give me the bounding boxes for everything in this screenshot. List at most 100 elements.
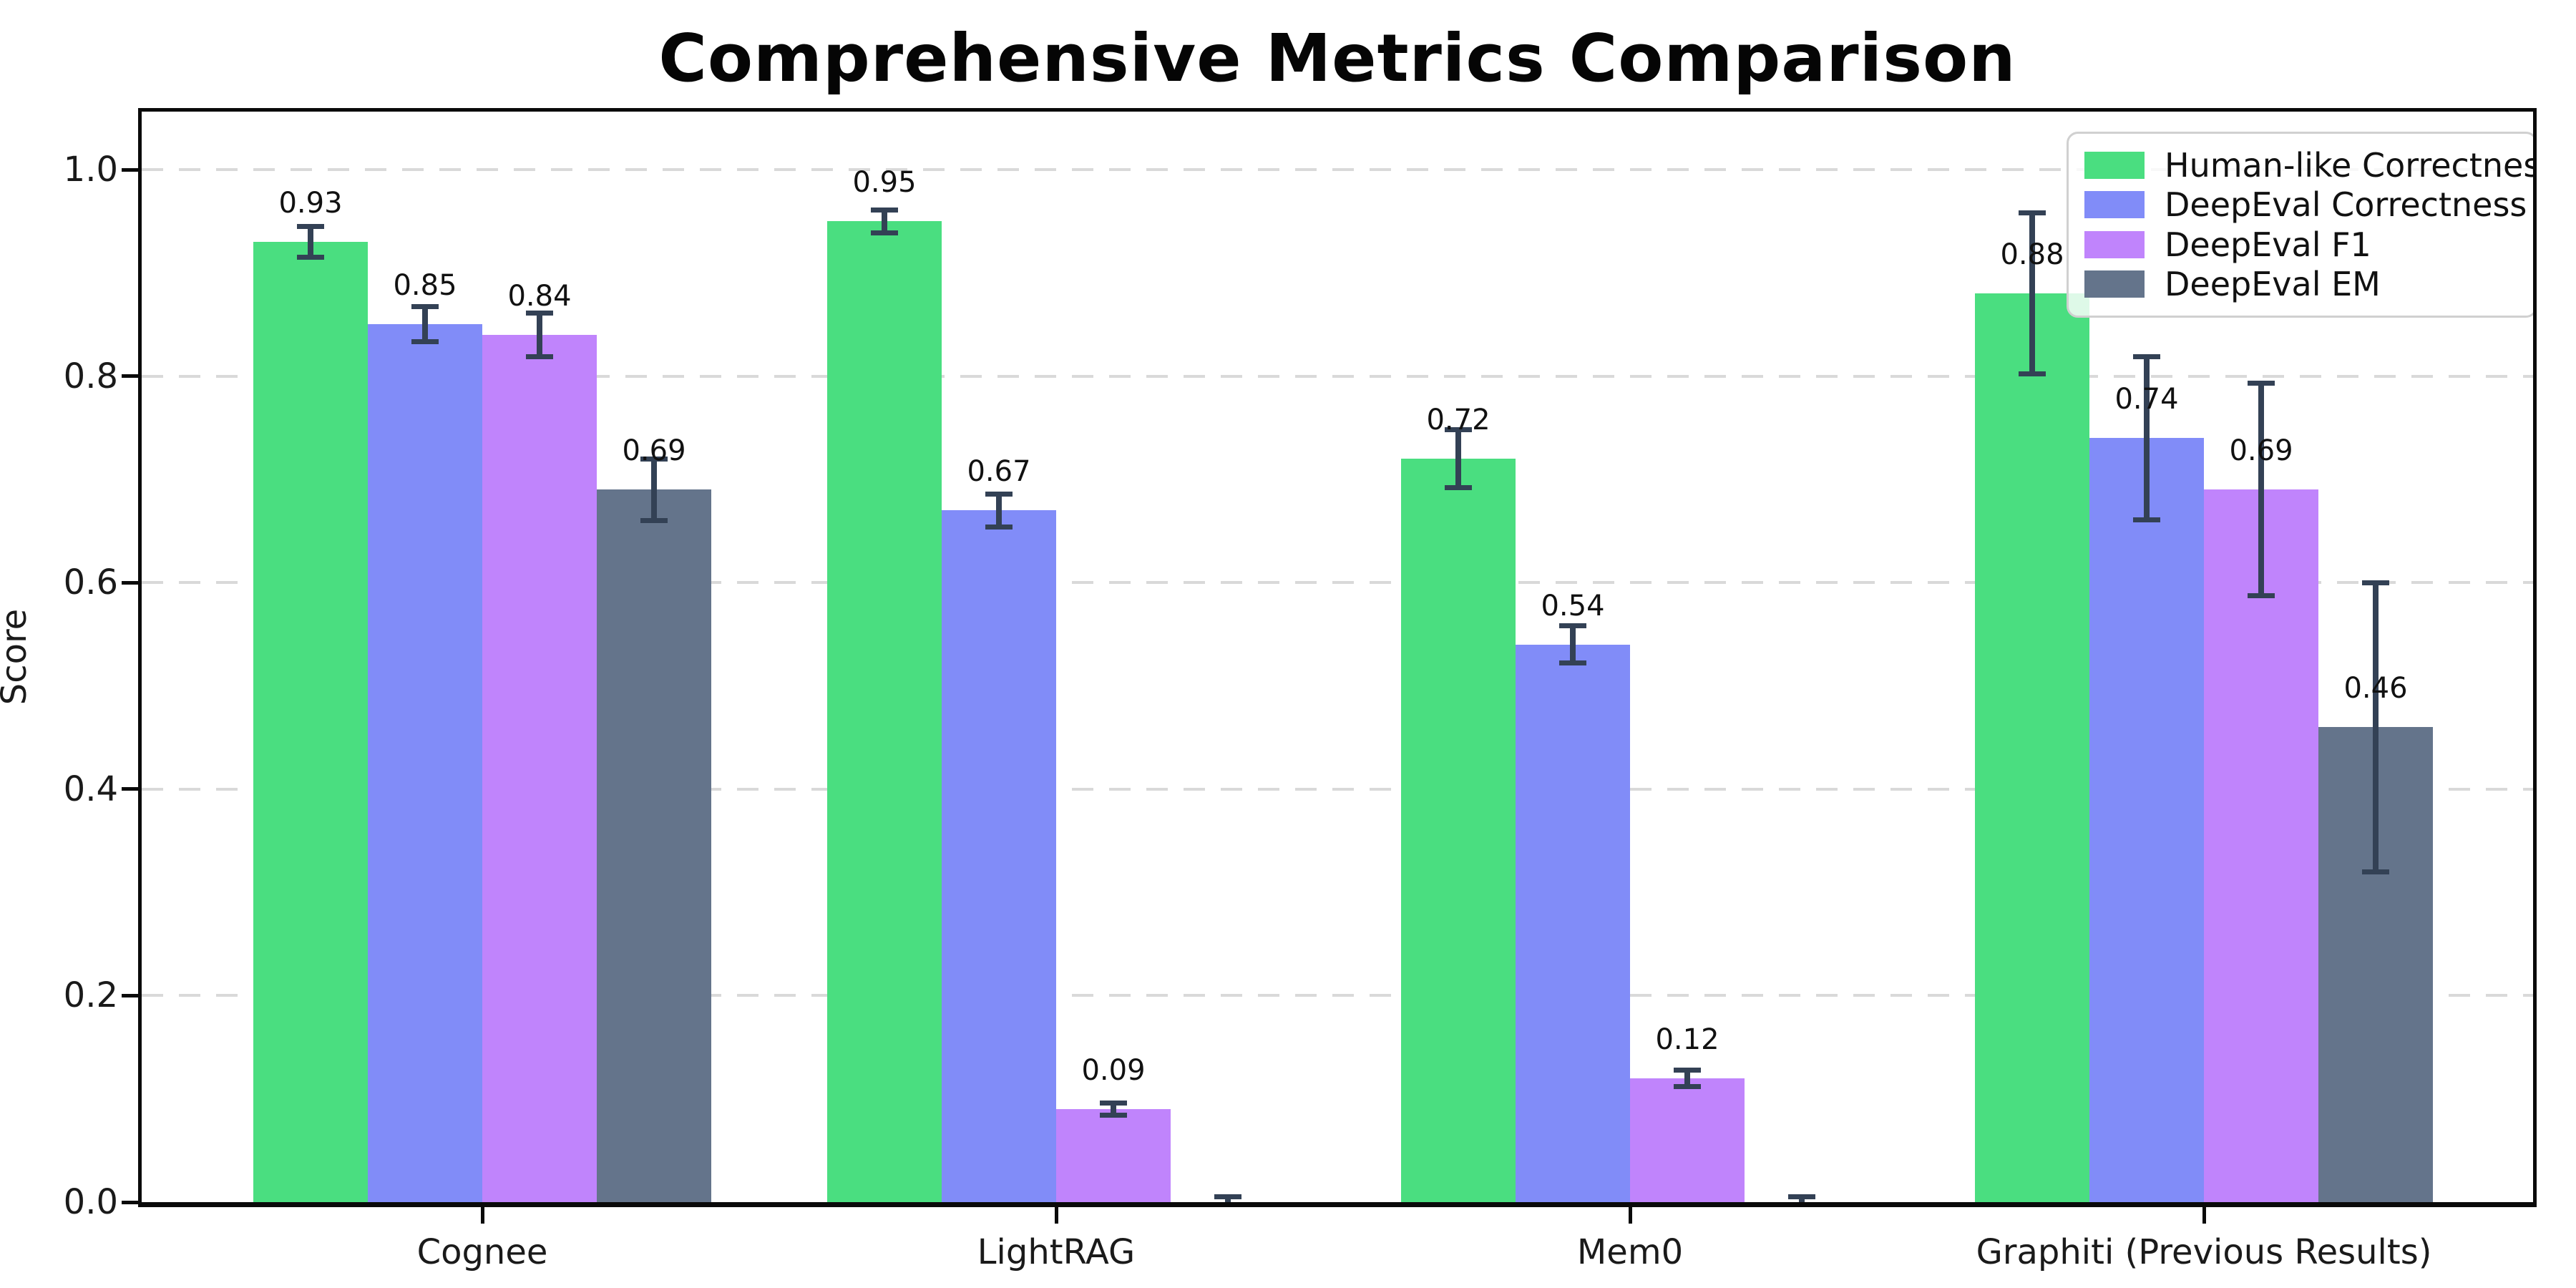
- error-bar-cap: [1445, 484, 1472, 490]
- error-bar-cap: [2248, 593, 2275, 599]
- legend: Human-like Correctness DeepEval Correctn…: [2067, 132, 2533, 318]
- bar: [597, 489, 711, 1202]
- bar-value-label: 0.67: [967, 455, 1031, 489]
- error-bar-cap: [411, 339, 439, 345]
- bar: [1401, 459, 1516, 1202]
- error-bar-cap: [1214, 1194, 1241, 1200]
- error-bar-cap: [1100, 1100, 1127, 1106]
- error-bar: [651, 459, 657, 521]
- bar: [942, 510, 1056, 1202]
- error-bar-cap: [526, 311, 553, 316]
- y-axis-label: Score: [0, 608, 34, 706]
- error-bar-cap: [985, 491, 1013, 497]
- error-bar-cap: [2133, 353, 2160, 359]
- error-bar-cap: [2362, 869, 2389, 874]
- bar: [368, 324, 482, 1202]
- legend-label: DeepEval F1: [2165, 225, 2371, 264]
- legend-label: DeepEval EM: [2165, 265, 2381, 304]
- y-tick-label: 0.0: [63, 1182, 118, 1222]
- bar-value-label: 0.85: [393, 269, 457, 303]
- error-bar-cap: [985, 524, 1013, 530]
- legend-label: DeepEval Correctness: [2165, 185, 2527, 225]
- error-bar: [1455, 429, 1461, 488]
- y-tick-label: 1.0: [63, 150, 118, 190]
- bar: [1056, 1109, 1171, 1202]
- x-tick-mark: [1054, 1204, 1058, 1224]
- y-tick-mark: [122, 374, 142, 379]
- error-bar: [2373, 582, 2379, 872]
- gridline: [142, 168, 2533, 171]
- chart-title: Comprehensive Metrics Comparison: [658, 20, 2016, 97]
- error-bar-cap: [640, 456, 668, 462]
- x-tick-mark: [480, 1204, 484, 1224]
- error-bar-cap: [1559, 623, 1586, 629]
- plot-area: 0.93 0.95 0.72 0.88 0.85 0.67 0.54 0.74 0.84 0.09…: [138, 108, 2537, 1207]
- error-bar: [1570, 625, 1576, 663]
- bar-value-label: 0.09: [1081, 1054, 1146, 1088]
- bar-value-label: 0.69: [2229, 434, 2293, 468]
- error-bar: [308, 226, 313, 258]
- bar: [1975, 293, 2089, 1202]
- error-bar-cap: [1674, 1083, 1701, 1089]
- error-bar: [1799, 1196, 1805, 1202]
- bar: [2089, 438, 2204, 1202]
- error-bar-cap: [526, 353, 553, 359]
- gridline: [142, 787, 2533, 791]
- legend-item: DeepEval Correctness: [2084, 185, 2527, 224]
- bar-value-label: 0.84: [507, 279, 572, 313]
- error-bar-cap: [2019, 371, 2046, 377]
- legend-item: Human-like Correctness: [2084, 146, 2533, 185]
- bar: [1516, 644, 1630, 1202]
- gridline: [142, 581, 2533, 585]
- legend-label: Human-like Correctness: [2165, 145, 2537, 185]
- x-tick-mark: [2202, 1204, 2206, 1224]
- error-bar-cap: [2248, 381, 2275, 386]
- error-bar: [1684, 1070, 1690, 1087]
- bar-value-label: 0.69: [622, 434, 686, 468]
- error-bar: [882, 210, 887, 233]
- y-tick-label: 0.4: [63, 769, 118, 809]
- legend-swatch-icon: [2084, 191, 2145, 219]
- error-bar-cap: [871, 230, 898, 235]
- error-bar-cap: [297, 223, 324, 229]
- error-bar: [1225, 1196, 1231, 1202]
- bar-value-label: 0.54: [1541, 589, 1605, 623]
- error-bar-cap: [2133, 517, 2160, 522]
- error-bar: [2144, 356, 2150, 520]
- error-bar-cap: [1674, 1067, 1701, 1073]
- error-bar-cap: [640, 518, 668, 524]
- bar-value-label: 0.93: [278, 187, 343, 220]
- error-bar-cap: [411, 304, 439, 310]
- legend-item: DeepEval F1: [2084, 225, 2519, 264]
- error-bar: [996, 494, 1002, 527]
- legend-swatch-icon: [2084, 230, 2145, 258]
- y-tick-label: 0.2: [63, 975, 118, 1016]
- x-category-label: Mem0: [1576, 1232, 1684, 1272]
- gridline: [142, 374, 2533, 378]
- error-bar-cap: [1788, 1194, 1815, 1200]
- error-bar: [537, 313, 542, 357]
- error-bar: [2029, 213, 2035, 374]
- legend-swatch-icon: [2084, 151, 2145, 179]
- error-bar-cap: [1100, 1113, 1127, 1118]
- x-category-label: Cognee: [416, 1232, 548, 1272]
- bar: [2204, 489, 2318, 1202]
- bar-value-label: 0.12: [1655, 1023, 1719, 1056]
- error-bar-cap: [297, 255, 324, 260]
- error-bar: [422, 306, 428, 342]
- bar: [482, 334, 597, 1202]
- y-tick-mark: [122, 787, 142, 791]
- x-category-label: Graphiti (Previous Results): [1976, 1232, 2432, 1272]
- y-tick-label: 0.8: [63, 356, 118, 396]
- y-tick-mark: [122, 580, 142, 585]
- bar-value-label: 0.46: [2343, 672, 2408, 706]
- gridline: [142, 994, 2533, 997]
- x-tick-mark: [1628, 1204, 1632, 1224]
- bar: [1630, 1078, 1745, 1202]
- error-bar-cap: [871, 207, 898, 213]
- error-bar: [1111, 1103, 1116, 1116]
- y-tick-mark: [122, 167, 142, 172]
- error-bar-cap: [1445, 427, 1472, 433]
- bar-value-label: 0.72: [1426, 404, 1491, 437]
